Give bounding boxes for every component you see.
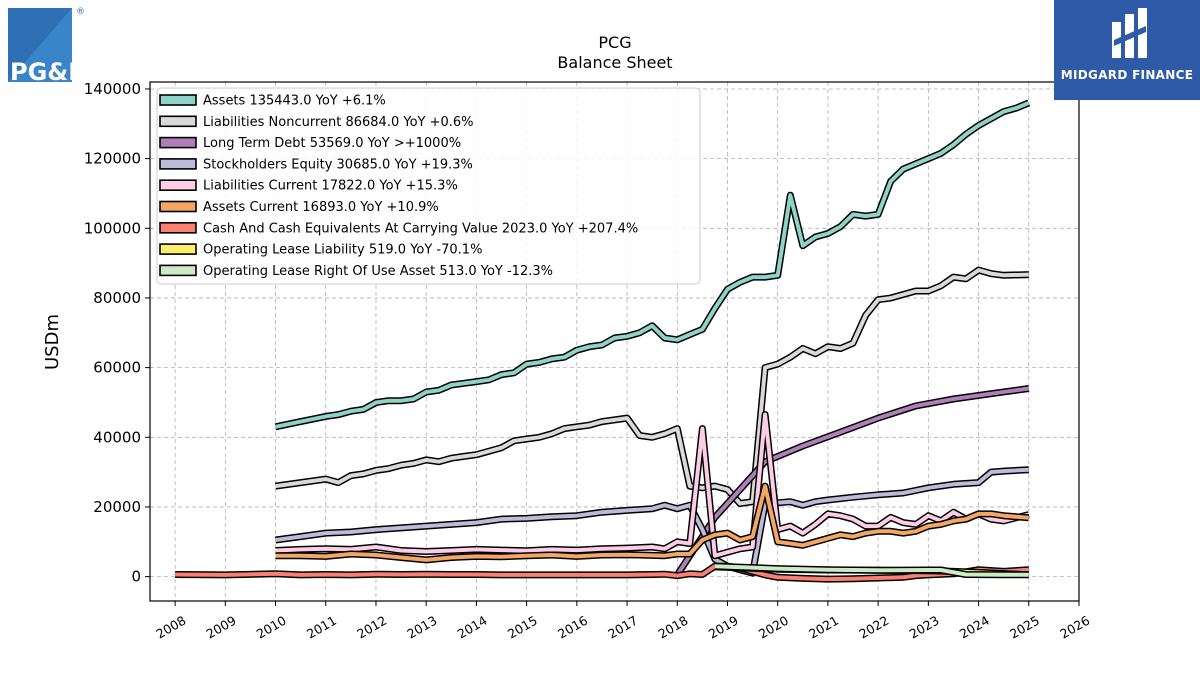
x-tick-label: 2021	[806, 613, 841, 642]
x-tick-label: 2013	[404, 613, 439, 642]
pge-registered-mark: ®	[76, 7, 85, 17]
midgard-logo-text: MIDGARD FINANCE	[1060, 68, 1194, 82]
series-line-assets-current	[275, 484, 1029, 562]
y-axis-ticks: 0 20000 40000 60000 80000 100000 120000 140000	[84, 80, 150, 586]
x-tick-label: 2018	[655, 613, 690, 642]
series-line-assets	[275, 101, 1030, 429]
pge-logo: PG&E ®	[6, 4, 86, 86]
series-line-cash-and-cash-equivalents-at-carrying-value	[175, 564, 1029, 582]
x-tick-label: 2010	[254, 613, 289, 642]
legend-swatch-liabilities-current	[159, 179, 197, 191]
pge-logo-mark: PG&E ®	[8, 7, 85, 86]
legend-swatch-long-term-debt	[159, 136, 197, 149]
legend-frame	[156, 87, 701, 285]
x-tick-label: 2015	[505, 613, 540, 642]
legend-label-liabilities-noncurrent: Liabilities Noncurrent 86684.0 YoY +0.6%	[203, 115, 474, 130]
pge-logo-text: PG&E	[10, 58, 85, 84]
series-line-stockholders-equity	[275, 467, 1029, 576]
series-line-liabilities-current	[275, 412, 1030, 558]
legend-swatch-operating-lease-right-of-use-asset	[159, 264, 197, 277]
x-tick-label: 2011	[304, 613, 339, 642]
midgard-finance-logo: MIDGARD FINANCE	[1054, 0, 1200, 100]
y-axis-label: USDm	[42, 314, 63, 370]
legend-swatch-liabilities-noncurrent	[159, 115, 197, 128]
series-lines	[175, 99, 1031, 583]
y-tick-label: 0	[131, 568, 141, 586]
x-tick-label: 2019	[706, 613, 741, 642]
y-tick-label: 140000	[84, 80, 141, 98]
x-axis-ticks: 2008 2009 2010 2011 2012 2013 2014 2015 2016 2017…	[153, 601, 1092, 642]
legend-swatch-assets-current	[159, 200, 197, 213]
legend-label-assets: Assets 135443.0 YoY +6.1%	[203, 94, 386, 109]
x-tick-label: 2016	[555, 613, 590, 642]
x-tick-label: 2009	[204, 613, 239, 642]
legend-label-cash-and-cash-equivalents-at-carrying-value: Cash And Cash Equivalents At Carrying Va…	[203, 221, 638, 236]
series-line-liabilities-noncurrent	[275, 268, 1029, 506]
chart-subtitle: Balance Sheet	[557, 53, 672, 72]
y-tick-label: 120000	[84, 150, 141, 168]
legend-label-operating-lease-right-of-use-asset: Operating Lease Right Of Use Asset 513.0…	[203, 264, 553, 279]
legend: Assets 135443.0 YoY +6.1% Liabilities Non…	[156, 87, 701, 285]
legend-label-liabilities-current: Liabilities Current 17822.0 YoY +15.3%	[203, 179, 458, 194]
x-tick-label: 2012	[354, 613, 389, 642]
y-tick-label: 20000	[93, 498, 141, 516]
legend-swatch-assets	[159, 94, 197, 106]
legend-label-long-term-debt: Long Term Debt 53569.0 YoY >+1000%	[203, 136, 461, 151]
series-line-long-term-debt	[675, 386, 1030, 576]
legend-label-assets-current: Assets Current 16893.0 YoY +10.9%	[203, 200, 439, 215]
legend-swatch-cash-and-cash-equivalents-at-carrying-value	[159, 222, 197, 234]
legend-label-operating-lease-liability: Operating Lease Liability 519.0 YoY -70.…	[203, 243, 482, 258]
chart-title: PCG	[598, 33, 631, 52]
legend-label-stockholders-equity: Stockholders Equity 30685.0 YoY +19.3%	[203, 157, 473, 172]
y-tick-label: 40000	[93, 428, 141, 446]
series-line-operating-lease-right-of-use-asset	[714, 564, 1029, 577]
y-tick-label: 80000	[93, 289, 141, 307]
x-tick-label: 2008	[153, 613, 188, 642]
x-tick-label: 2014	[455, 613, 490, 642]
y-tick-label: 100000	[84, 219, 141, 237]
legend-swatch-operating-lease-liability	[159, 243, 197, 255]
y-tick-label: 60000	[93, 359, 141, 377]
x-tick-label: 2023	[907, 613, 942, 642]
x-tick-label: 2022	[856, 613, 891, 642]
x-tick-label: 2025	[1007, 613, 1042, 642]
legend-swatch-stockholders-equity	[159, 158, 197, 170]
midgard-logo-icon	[1112, 8, 1147, 58]
x-tick-label: 2020	[756, 613, 791, 642]
x-tick-label: 2026	[1057, 613, 1092, 642]
x-tick-label: 2017	[605, 613, 640, 642]
plot-frame	[149, 81, 1080, 602]
x-tick-label: 2024	[957, 613, 992, 642]
